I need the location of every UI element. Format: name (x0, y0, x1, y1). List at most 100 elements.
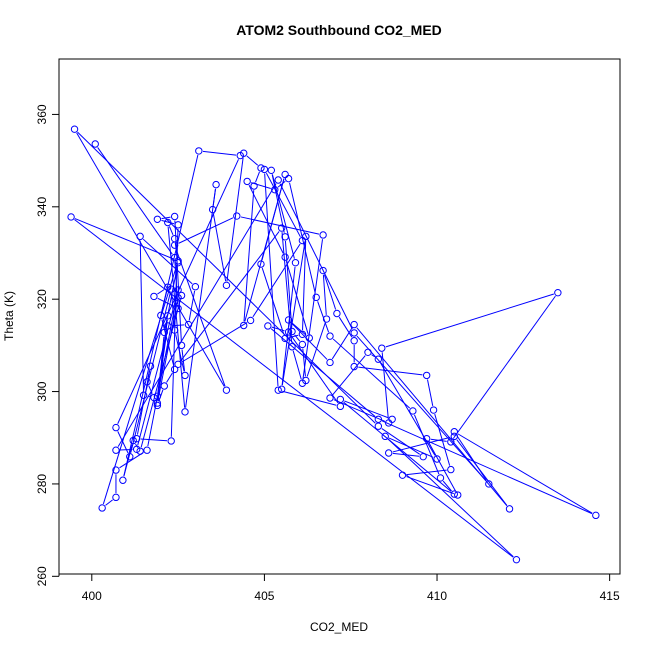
data-point (170, 241, 179, 249)
series-segment (181, 322, 248, 363)
data-point (167, 285, 175, 293)
data-point (222, 281, 231, 290)
data-point (450, 428, 458, 436)
series-segment (358, 366, 423, 376)
data-point (277, 224, 286, 232)
data-point (136, 447, 144, 455)
series-segment (164, 266, 178, 329)
data-point (240, 321, 248, 330)
y-axis-label: Theta (K) (2, 291, 16, 341)
data-point (257, 260, 265, 268)
data-point (336, 395, 345, 404)
data-point (170, 365, 179, 374)
data-point (409, 407, 417, 415)
series-segment (243, 190, 255, 322)
series-segment (271, 174, 295, 259)
data-point (554, 289, 562, 297)
series-segment (302, 239, 324, 380)
data-point (350, 329, 358, 337)
data-point (298, 340, 307, 349)
series-segment (188, 290, 196, 321)
series-segment (331, 327, 353, 360)
data-point (174, 286, 182, 294)
data-point (505, 505, 514, 513)
series-segment (77, 131, 376, 424)
series-segment (291, 322, 307, 336)
series-segment (457, 433, 593, 514)
series-segment (130, 292, 171, 453)
series-segment (277, 180, 286, 188)
series-segment (161, 219, 175, 225)
y-tick-label: 260 (35, 566, 49, 586)
series-segment (387, 438, 514, 558)
data-point (153, 401, 162, 410)
series-segment (175, 248, 226, 387)
data-point (233, 212, 241, 220)
data-point (164, 312, 172, 320)
data-point (164, 218, 172, 227)
series-segment (344, 400, 389, 419)
series-segment (317, 301, 330, 333)
data-point (447, 465, 455, 474)
data-point (143, 446, 151, 454)
data-point (164, 283, 172, 291)
data-point (112, 493, 120, 502)
data-point (592, 511, 600, 520)
plot-frame (58, 58, 621, 575)
series-lines (74, 131, 593, 558)
data-point (160, 328, 169, 337)
series-segment (281, 266, 296, 386)
series-segment (392, 452, 420, 457)
series-segment (166, 372, 173, 383)
data-point (260, 165, 269, 174)
data-point (191, 283, 200, 291)
series-segment (442, 480, 452, 492)
data-point (174, 257, 182, 265)
data-point (284, 328, 293, 336)
data-point (67, 213, 75, 221)
series-segment (338, 316, 353, 338)
data-point (319, 266, 327, 275)
series-segment (284, 240, 293, 328)
series-segment (157, 301, 178, 400)
data-point (422, 434, 431, 443)
series-segment (356, 327, 508, 506)
series-segment (343, 401, 452, 492)
data-point (422, 371, 431, 380)
data-point (132, 434, 141, 443)
data-point (274, 176, 282, 184)
series-segment (137, 293, 178, 446)
series-segment (281, 240, 306, 386)
x-tick-label: 400 (82, 589, 102, 603)
data-point (160, 382, 169, 390)
series-segment (322, 274, 327, 315)
series-segment (120, 448, 133, 451)
data-point (281, 233, 289, 241)
data-point (433, 455, 441, 463)
series-segment (264, 173, 279, 387)
data-point (298, 379, 307, 387)
data-point (298, 236, 307, 245)
data-point (126, 452, 134, 461)
data-point (364, 348, 372, 356)
data-point (271, 186, 279, 194)
data-point (291, 258, 300, 267)
series-segment (212, 213, 227, 282)
series-segment (385, 293, 555, 348)
series-segment (140, 438, 168, 442)
data-point (326, 332, 334, 340)
data-point (112, 423, 120, 432)
series-segment (292, 350, 302, 380)
series-segment (428, 442, 457, 492)
data-point (485, 480, 493, 488)
series-segment (406, 469, 447, 476)
data-point (450, 490, 458, 498)
data-point (119, 476, 127, 484)
data-point (174, 360, 182, 368)
data-point (112, 446, 120, 454)
series-segment (157, 289, 165, 295)
series-segment (279, 183, 353, 330)
data-point (322, 315, 331, 323)
series-segment (212, 188, 216, 206)
